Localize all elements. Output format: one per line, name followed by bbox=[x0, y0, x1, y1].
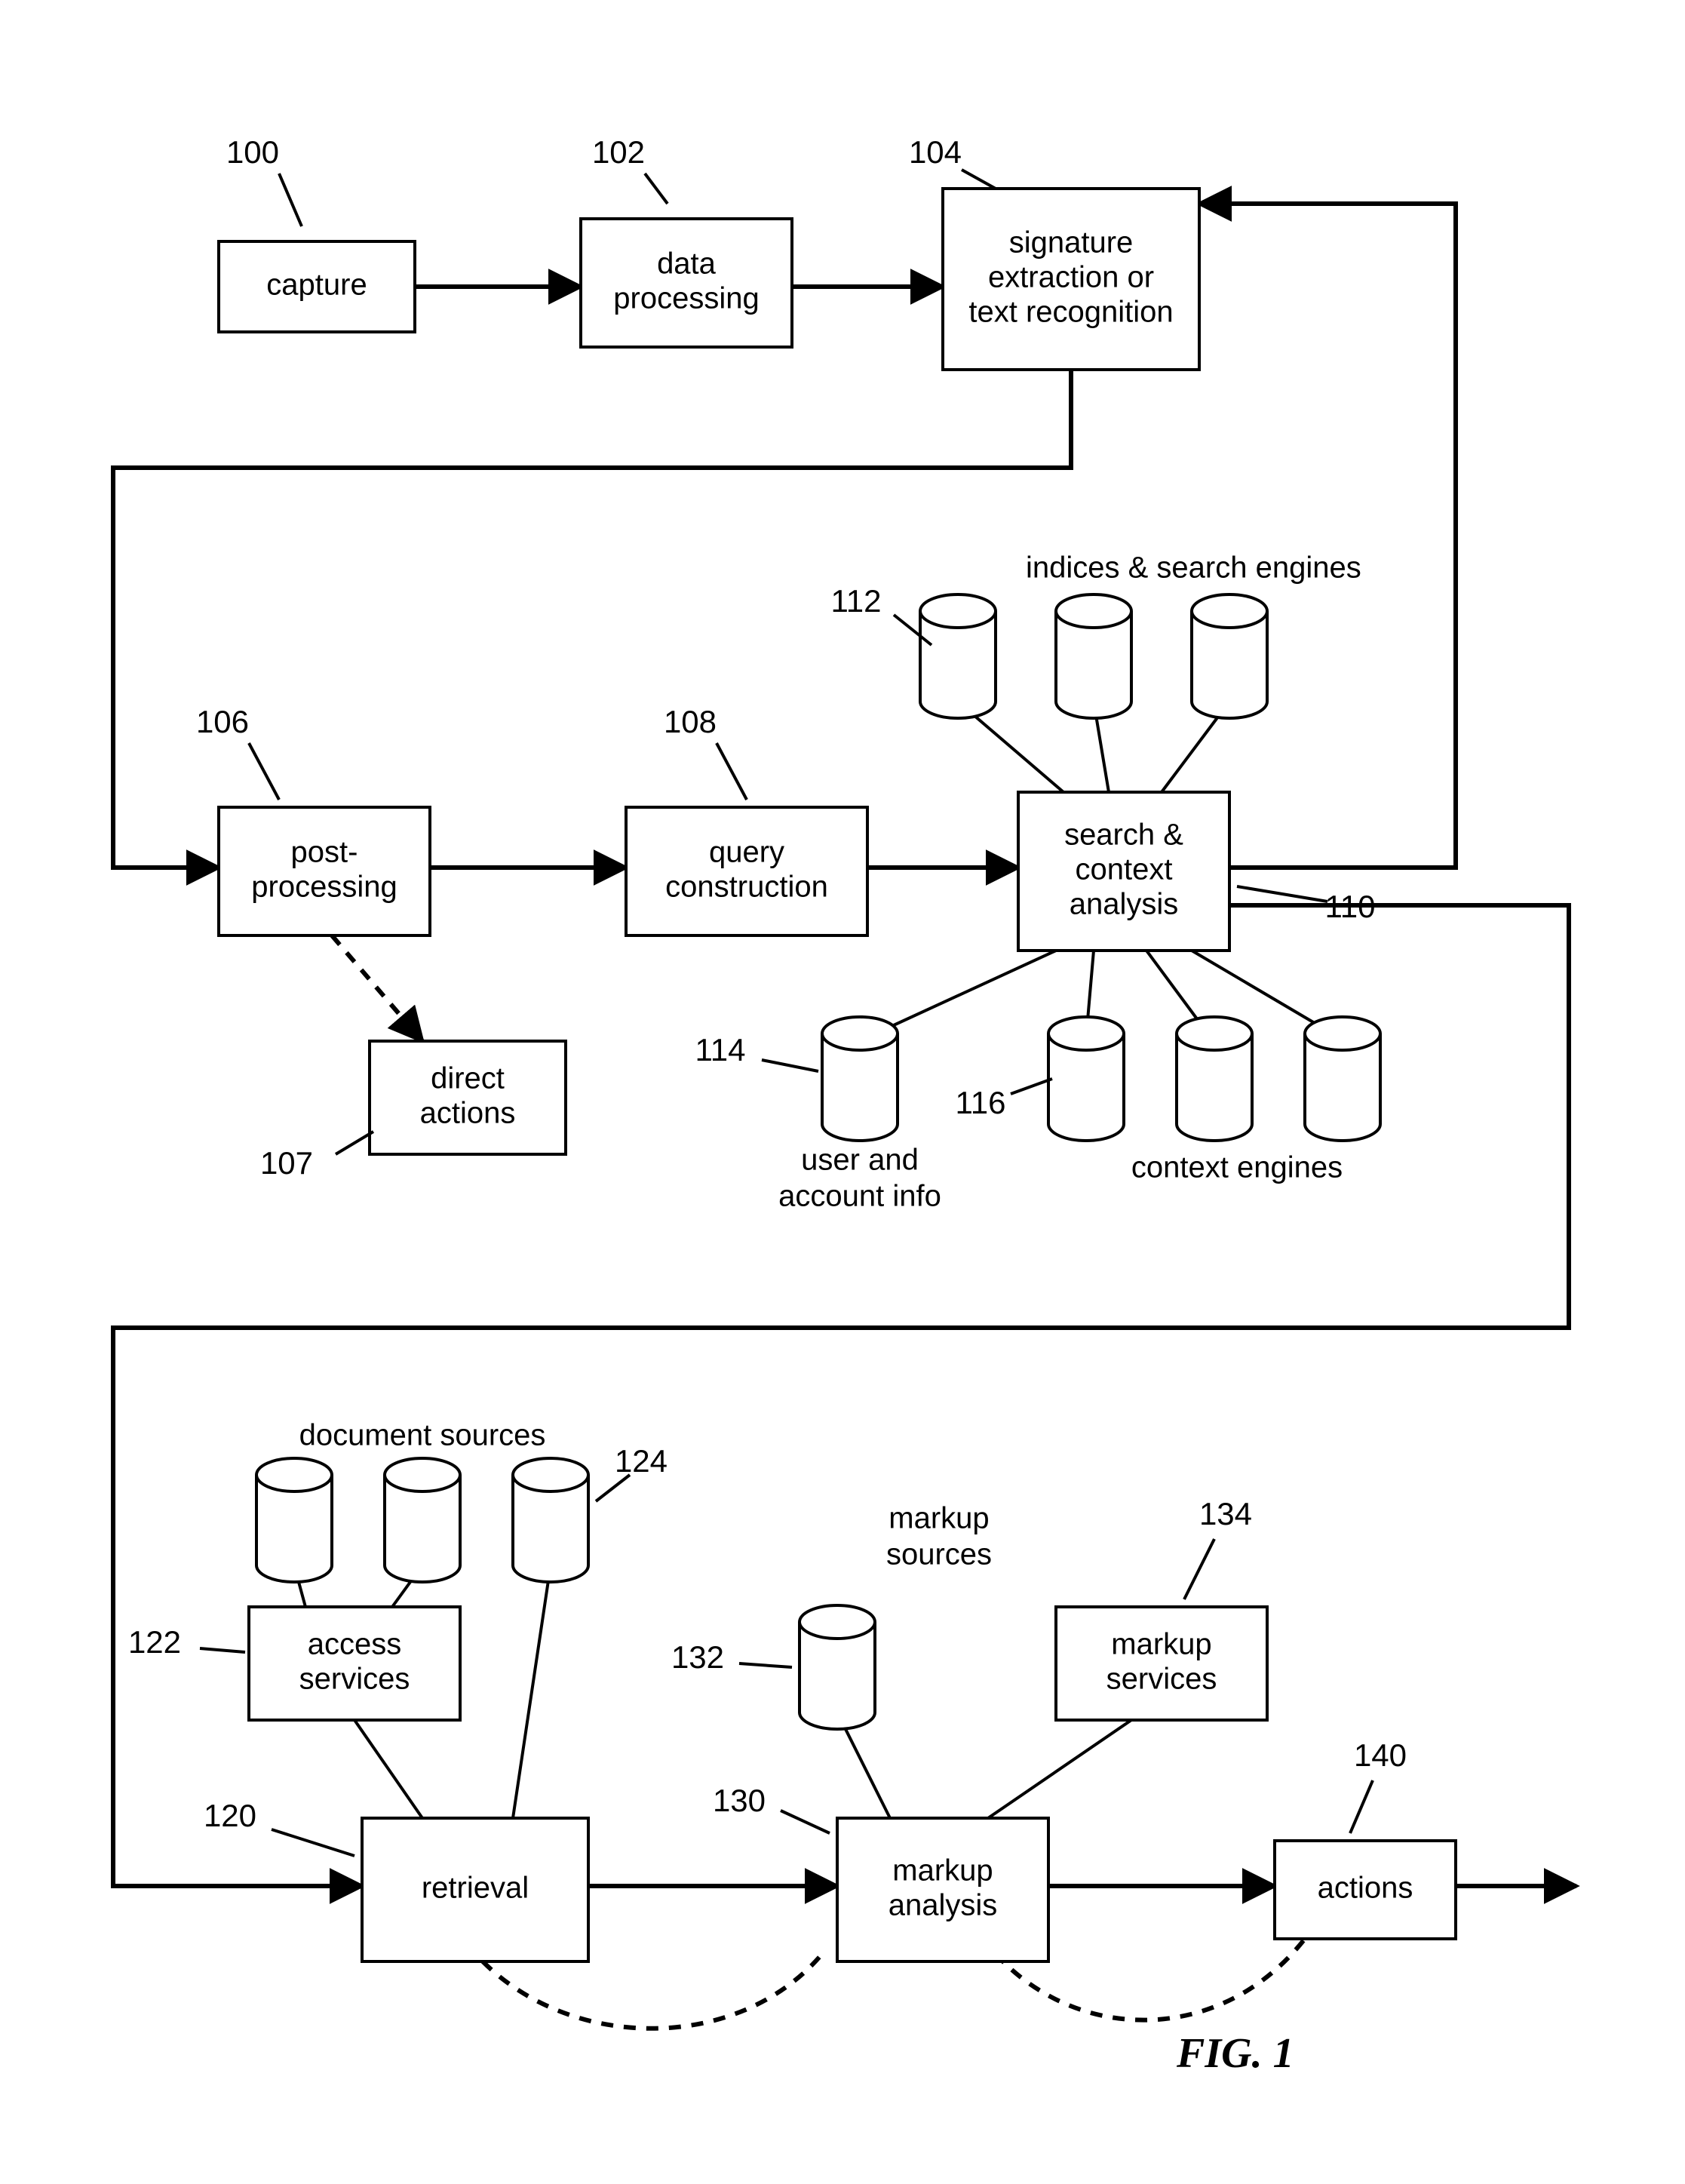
node-n102: dataprocessing bbox=[581, 219, 792, 347]
ref-label: 107 bbox=[260, 1145, 313, 1181]
node-label: retrieval bbox=[422, 1872, 529, 1905]
cylinder-c114 bbox=[822, 1017, 898, 1141]
node-n108: queryconstruction bbox=[626, 807, 867, 935]
ref-label: 114 bbox=[695, 1032, 746, 1067]
flowchart-figure-1: capturedataprocessingsignatureextraction… bbox=[0, 0, 1685, 2184]
node-label: extraction or bbox=[988, 261, 1154, 294]
node-label: query bbox=[709, 836, 784, 869]
ref-r107: 107 bbox=[260, 1132, 373, 1181]
edge-e22 bbox=[354, 1720, 422, 1818]
ref-r120: 120 bbox=[204, 1798, 354, 1856]
node-label: processing bbox=[251, 871, 397, 904]
node-label: data bbox=[657, 247, 717, 281]
cluster-label-l132b: sources bbox=[886, 1538, 992, 1571]
ref-label: 110 bbox=[1325, 889, 1376, 924]
ref-label: 112 bbox=[831, 583, 882, 619]
ref-label: 140 bbox=[1354, 1737, 1407, 1773]
cylinder-c112a bbox=[920, 594, 996, 718]
cylinder-c124a bbox=[256, 1458, 332, 1582]
ref-label: 134 bbox=[1199, 1496, 1252, 1531]
node-label: services bbox=[299, 1663, 410, 1696]
ref-r124: 124 bbox=[596, 1443, 668, 1501]
cylinder-c124c bbox=[513, 1458, 588, 1582]
node-label: direct bbox=[431, 1062, 505, 1095]
node-n120: retrieval bbox=[362, 1818, 588, 1961]
ref-r122: 122 bbox=[128, 1624, 245, 1660]
ref-r116: 116 bbox=[956, 1079, 1052, 1120]
ref-label: 120 bbox=[204, 1798, 256, 1833]
node-n107: directactions bbox=[370, 1041, 566, 1154]
edge-e24 bbox=[988, 1720, 1131, 1818]
node-label: markup bbox=[892, 1854, 993, 1888]
ref-label: 122 bbox=[128, 1624, 181, 1660]
cylinder-c112c bbox=[1192, 594, 1267, 718]
ref-label: 106 bbox=[196, 704, 249, 739]
ref-label: 104 bbox=[909, 134, 962, 170]
ref-r114: 114 bbox=[695, 1032, 818, 1071]
ref-r106: 106 bbox=[196, 704, 279, 800]
node-n106: post-processing bbox=[219, 807, 430, 935]
cluster-label-l114a: user and bbox=[801, 1144, 919, 1177]
ref-r102: 102 bbox=[592, 134, 668, 204]
refs-layer: 100 102 104 106 107 108 110 112 114 116 120 122 124 1… bbox=[128, 134, 1407, 1856]
cylinder-c132 bbox=[800, 1605, 875, 1729]
cluster-label-l124: document sources bbox=[299, 1419, 546, 1452]
node-label: processing bbox=[613, 282, 759, 315]
cluster-label-l114b: account info bbox=[778, 1180, 941, 1213]
node-label: analysis bbox=[1070, 888, 1179, 921]
ref-label: 116 bbox=[956, 1085, 1006, 1120]
node-label: context bbox=[1076, 853, 1173, 886]
node-label: markup bbox=[1111, 1628, 1211, 1661]
ref-r140: 140 bbox=[1350, 1737, 1407, 1833]
node-label: capture bbox=[266, 269, 367, 302]
cluster-label-l112: indices & search engines bbox=[1026, 551, 1361, 585]
cluster-label-l116: context engines bbox=[1131, 1151, 1343, 1184]
ref-label: 100 bbox=[226, 134, 279, 170]
node-n122: accessservices bbox=[249, 1607, 460, 1720]
cylinder-c124b bbox=[385, 1458, 460, 1582]
ref-label: 108 bbox=[664, 704, 717, 739]
edge-e15 bbox=[867, 951, 1056, 1037]
cylinder-c116b bbox=[1177, 1017, 1252, 1141]
ref-r100: 100 bbox=[226, 134, 302, 226]
ref-r112: 112 bbox=[831, 583, 932, 645]
ref-label: 132 bbox=[671, 1639, 724, 1675]
node-n100: capture bbox=[219, 241, 415, 332]
ref-r130: 130 bbox=[713, 1783, 830, 1833]
node-n110: search &contextanalysis bbox=[1018, 792, 1229, 951]
ref-r104: 104 bbox=[909, 134, 996, 189]
figure-caption: FIG. 1 bbox=[1176, 2030, 1294, 2077]
node-label: actions bbox=[420, 1097, 516, 1130]
cylinder-c116a bbox=[1048, 1017, 1124, 1141]
ref-r108: 108 bbox=[664, 704, 747, 800]
ref-r132: 132 bbox=[671, 1639, 792, 1675]
edge-e11 bbox=[332, 935, 422, 1041]
cluster-label-l132a: markup bbox=[889, 1502, 989, 1535]
edge-e21 bbox=[513, 1565, 551, 1818]
node-label: post- bbox=[291, 836, 358, 869]
node-label: access bbox=[308, 1628, 402, 1661]
node-label: actions bbox=[1318, 1872, 1413, 1905]
cylinder-c112b bbox=[1056, 594, 1131, 718]
cylinder-c116c bbox=[1305, 1017, 1380, 1141]
edge-e6 bbox=[1199, 204, 1456, 868]
edge-e25 bbox=[483, 1954, 822, 2029]
node-label: search & bbox=[1064, 819, 1183, 852]
node-label: services bbox=[1106, 1663, 1217, 1696]
ref-label: 102 bbox=[592, 134, 645, 170]
node-label: signature bbox=[1009, 226, 1134, 260]
node-n104: signatureextraction ortext recognition bbox=[943, 189, 1199, 370]
node-label: analysis bbox=[889, 1889, 998, 1922]
node-label: text recognition bbox=[968, 296, 1173, 329]
ref-label: 130 bbox=[713, 1783, 766, 1818]
ref-label: 124 bbox=[615, 1443, 668, 1479]
node-n130: markupanalysis bbox=[837, 1818, 1048, 1961]
ref-r134: 134 bbox=[1184, 1496, 1252, 1599]
node-n134: markupservices bbox=[1056, 1607, 1267, 1720]
node-n140: actions bbox=[1275, 1841, 1456, 1939]
node-label: construction bbox=[665, 871, 828, 904]
